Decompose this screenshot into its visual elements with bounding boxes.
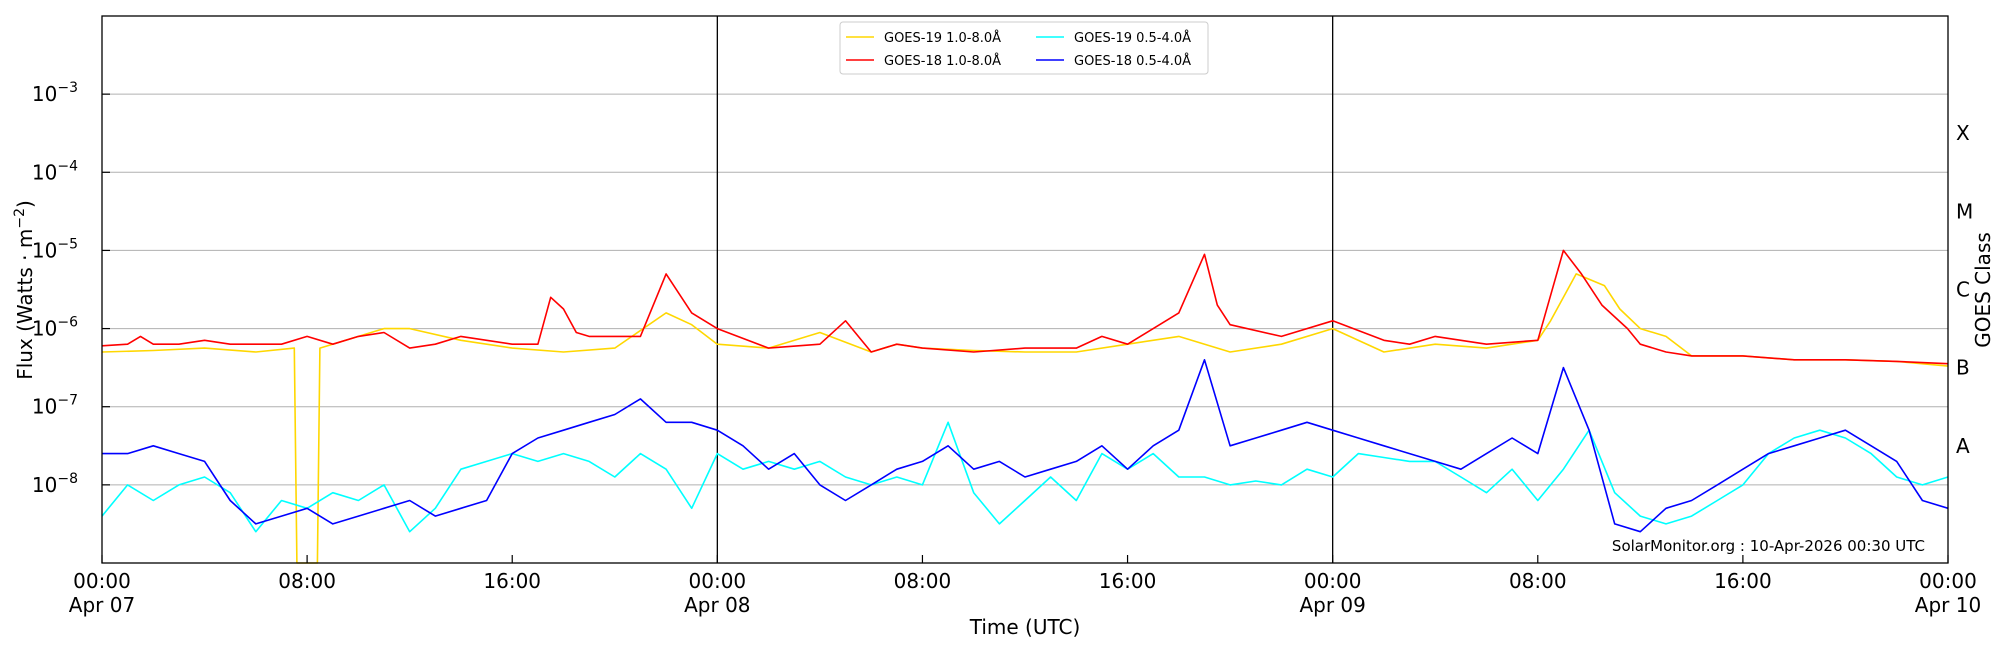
goes-class-label-a: A [1956, 434, 1970, 458]
y-axis-ticks: 10−8 10−7 10−6 10−5 10−4 10−3 [32, 80, 110, 497]
series-line-2 [101, 421, 1949, 533]
goes-class-ticks: A B C M X [1956, 121, 1973, 458]
x-tick-label-9: 00:00 [1919, 569, 1977, 593]
x-axis-title: Time (UTC) [969, 615, 1081, 639]
day-boundaries [716, 16, 1334, 563]
x-tick-label-8: 16:00 [1714, 569, 1772, 593]
goes-class-label-m: M [1956, 199, 1973, 223]
x-tick-label-7: 08:00 [1509, 569, 1567, 593]
y-tick-label-0: 10−8 [32, 471, 78, 497]
y-tick-label-4: 10−4 [32, 158, 78, 184]
y-tick-label-3: 10−5 [32, 236, 78, 262]
plot-frame [101, 15, 1949, 564]
y-tick-label-5: 10−3 [32, 80, 78, 106]
x-tick-date-9: Apr 10 [1915, 593, 1981, 617]
x-tick-label-1: 08:00 [278, 569, 336, 593]
legend-label-goes18-short: GOES-18 0.5-4.0Å [1074, 53, 1191, 69]
x-tick-label-4: 08:00 [894, 569, 952, 593]
data-series [101, 249, 1949, 564]
goes-class-label-c: C [1956, 278, 1970, 302]
y-tick-label-1: 10−7 [32, 393, 78, 419]
legend: GOES-19 1.0-8.0Å GOES-18 1.0-8.0Å GOES-1… [839, 21, 1209, 75]
y-axis-title: Flux (Watts · m−2) [12, 200, 37, 380]
x-tick-date-3: Apr 08 [684, 593, 750, 617]
x-tick-date-6: Apr 09 [1299, 593, 1365, 617]
x-tick-date-0: Apr 07 [69, 593, 135, 617]
legend-label-goes18-long: GOES-18 1.0-8.0Å [884, 53, 1001, 69]
right-axis-title: GOES Class [1971, 232, 1995, 348]
series-line-3 [102, 359, 1949, 533]
x-tick-label-5: 16:00 [1099, 569, 1157, 593]
x-tick-label-2: 16:00 [483, 569, 541, 593]
goes-class-label-x: X [1956, 121, 1970, 145]
x-tick-label-3: 00:00 [689, 569, 747, 593]
legend-label-goes19-long: GOES-19 1.0-8.0Å [884, 30, 1001, 46]
y-tick-label-2: 10−6 [32, 315, 78, 341]
watermark: SolarMonitor.org : 10-Apr-2026 00:30 UTC [1612, 537, 1925, 555]
legend-box [839, 21, 1209, 75]
legend-label-goes19-short: GOES-19 0.5-4.0Å [1074, 30, 1191, 46]
goes-class-label-b: B [1956, 356, 1970, 380]
x-tick-label-6: 00:00 [1304, 569, 1362, 593]
x-tick-label-0: 00:00 [73, 569, 131, 593]
series-line-1 [101, 249, 1949, 365]
